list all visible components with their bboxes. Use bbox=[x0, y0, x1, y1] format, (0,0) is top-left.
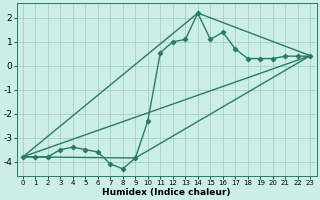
X-axis label: Humidex (Indice chaleur): Humidex (Indice chaleur) bbox=[102, 188, 231, 197]
